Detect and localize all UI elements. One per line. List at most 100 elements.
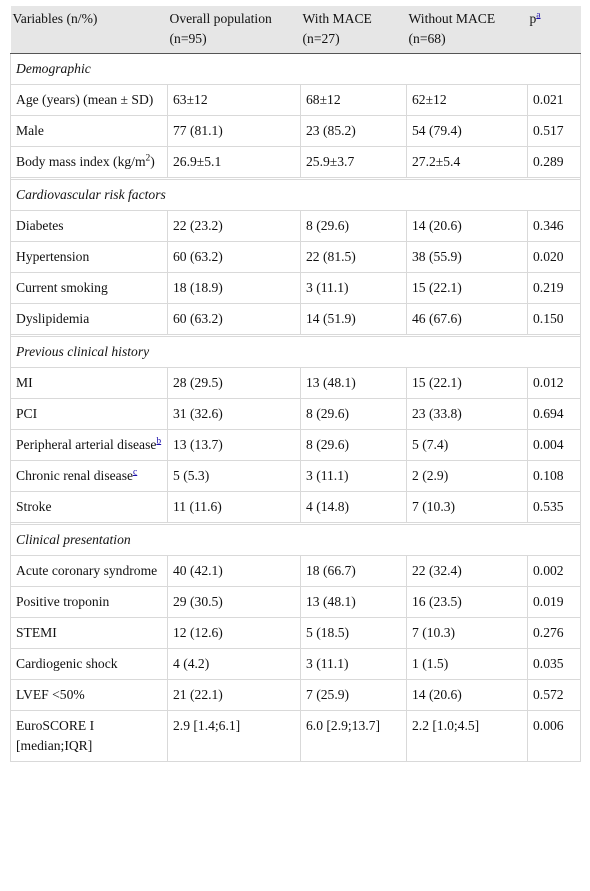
table-row: Cardiogenic shock 4 (4.2) 3 (11.1) 1 (1.5) 0… bbox=[10, 648, 581, 680]
variable-label-text: Hypertension bbox=[16, 249, 90, 264]
variable-label-text: Male bbox=[16, 123, 44, 138]
without-mace-value: 7 (10.3) bbox=[406, 617, 528, 649]
overall-value: 11 (11.6) bbox=[167, 491, 301, 523]
p-value: 0.572 bbox=[527, 679, 581, 711]
table-row: STEMI 12 (12.6) 5 (18.5) 7 (10.3) 0.276 bbox=[10, 617, 581, 649]
table-row: Dyslipidemia 60 (63.2) 14 (51.9) 46 (67.6) 0… bbox=[10, 303, 581, 335]
table-row: Current smoking 18 (18.9) 3 (11.1) 15 (22.1… bbox=[10, 272, 581, 304]
section-title: Previous clinical history bbox=[10, 336, 581, 368]
p-value: 0.002 bbox=[527, 555, 581, 587]
table-row: LVEF <50% 21 (22.1) 7 (25.9) 14 (20.6) 0.572 bbox=[10, 679, 581, 711]
without-mace-value: 38 (55.9) bbox=[406, 241, 528, 273]
variable-label: MI bbox=[10, 367, 168, 399]
overall-value: 13 (13.7) bbox=[167, 429, 301, 461]
p-value: 0.020 bbox=[527, 241, 581, 273]
column-header-overall: Overall population (n=95) bbox=[167, 6, 301, 54]
section-spacer bbox=[10, 177, 581, 180]
p-value: 0.694 bbox=[527, 398, 581, 430]
table-body: Demographic Age (years) (mean ± SD) 63±12 6… bbox=[10, 53, 581, 762]
without-mace-value: 1 (1.5) bbox=[406, 648, 528, 680]
variable-label: Peripheral arterial diseaseb bbox=[10, 429, 168, 461]
with-mace-value: 25.9±3.7 bbox=[300, 146, 407, 178]
superscript: 2 bbox=[145, 153, 151, 164]
section-header-row: Previous clinical history bbox=[10, 336, 581, 368]
variable-label: Stroke bbox=[10, 491, 168, 523]
variable-label-text: Dyslipidemia bbox=[16, 311, 90, 326]
with-mace-value: 7 (25.9) bbox=[300, 679, 407, 711]
p-value: 0.289 bbox=[527, 146, 581, 178]
table-row: PCI 31 (32.6) 8 (29.6) 23 (33.8) 0.694 bbox=[10, 398, 581, 430]
without-mace-value: 62±12 bbox=[406, 84, 528, 116]
variable-label-text: PCI bbox=[16, 406, 38, 421]
p-value: 0.276 bbox=[527, 617, 581, 649]
overall-value: 28 (29.5) bbox=[167, 367, 301, 399]
without-mace-value: 54 (79.4) bbox=[406, 115, 528, 147]
with-mace-value: 3 (11.1) bbox=[300, 272, 407, 304]
variable-label-text: Acute coronary syndrome bbox=[16, 563, 158, 578]
footnote-link-a[interactable]: a bbox=[536, 10, 541, 21]
without-mace-value: 14 (20.6) bbox=[406, 210, 528, 242]
without-mace-value: 2.2 [1.0;4.5] bbox=[406, 710, 528, 762]
with-mace-value: 8 (29.6) bbox=[300, 210, 407, 242]
variable-label: Acute coronary syndrome bbox=[10, 555, 168, 587]
without-mace-value: 5 (7.4) bbox=[406, 429, 528, 461]
section-title: Clinical presentation bbox=[10, 524, 581, 556]
table-row: Stroke 11 (11.6) 4 (14.8) 7 (10.3) 0.535 bbox=[10, 491, 581, 523]
without-mace-value: 22 (32.4) bbox=[406, 555, 528, 587]
footnote-link-c[interactable]: c bbox=[133, 467, 138, 478]
variable-label-text: EuroSCORE I [median;IQR] bbox=[16, 718, 95, 753]
table-row: Hypertension 60 (63.2) 22 (81.5) 38 (55.9) 0… bbox=[10, 241, 581, 273]
p-value: 0.035 bbox=[527, 648, 581, 680]
p-value: 0.219 bbox=[527, 272, 581, 304]
variable-label-text: Stroke bbox=[16, 499, 52, 514]
overall-value: 29 (30.5) bbox=[167, 586, 301, 618]
table-row: Body mass index (kg/m2) 26.9±5.1 25.9±3.7 2… bbox=[10, 146, 581, 178]
variable-label: Positive troponin bbox=[10, 586, 168, 618]
table-row: Age (years) (mean ± SD) 63±12 68±12 62±12 0.… bbox=[10, 84, 581, 116]
p-value: 0.021 bbox=[527, 84, 581, 116]
p-value: 0.108 bbox=[527, 460, 581, 492]
variable-label-text: STEMI bbox=[16, 625, 57, 640]
with-mace-value: 4 (14.8) bbox=[300, 491, 407, 523]
variable-label-suffix: ) bbox=[150, 154, 155, 169]
p-label: p bbox=[529, 11, 537, 26]
overall-value: 22 (23.2) bbox=[167, 210, 301, 242]
table-row: Chronic renal diseasec 5 (5.3) 3 (11.1) 2 (… bbox=[10, 460, 581, 492]
with-mace-value: 68±12 bbox=[300, 84, 407, 116]
without-mace-value: 23 (33.8) bbox=[406, 398, 528, 430]
p-value: 0.019 bbox=[527, 586, 581, 618]
overall-value: 31 (32.6) bbox=[167, 398, 301, 430]
overall-value: 12 (12.6) bbox=[167, 617, 301, 649]
footnote-link-b[interactable]: b bbox=[156, 436, 162, 447]
variable-label: Current smoking bbox=[10, 272, 168, 304]
overall-value: 77 (81.1) bbox=[167, 115, 301, 147]
overall-value: 2.9 [1.4;6.1] bbox=[167, 710, 301, 762]
without-mace-value: 27.2±5.4 bbox=[406, 146, 528, 178]
column-header-without-mace: Without MACE (n=68) bbox=[406, 6, 528, 54]
with-mace-value: 3 (11.1) bbox=[300, 460, 407, 492]
variable-label-text: Diabetes bbox=[16, 218, 64, 233]
p-value: 0.535 bbox=[527, 491, 581, 523]
section-spacer bbox=[10, 522, 581, 525]
variable-label: Hypertension bbox=[10, 241, 168, 273]
p-value: 0.150 bbox=[527, 303, 581, 335]
with-mace-value: 5 (18.5) bbox=[300, 617, 407, 649]
table-row: MI 28 (29.5) 13 (48.1) 15 (22.1) 0.012 bbox=[10, 367, 581, 399]
without-mace-value: 14 (20.6) bbox=[406, 679, 528, 711]
p-value: 0.346 bbox=[527, 210, 581, 242]
with-mace-value: 18 (66.7) bbox=[300, 555, 407, 587]
without-mace-value: 7 (10.3) bbox=[406, 491, 528, 523]
overall-value: 21 (22.1) bbox=[167, 679, 301, 711]
with-mace-value: 3 (11.1) bbox=[300, 648, 407, 680]
with-mace-value: 22 (81.5) bbox=[300, 241, 407, 273]
without-mace-value: 16 (23.5) bbox=[406, 586, 528, 618]
variable-label: Diabetes bbox=[10, 210, 168, 242]
variable-label: Body mass index (kg/m2) bbox=[10, 146, 168, 178]
section-spacer bbox=[10, 334, 581, 337]
spacer-cell bbox=[10, 177, 581, 180]
section-header-row: Demographic bbox=[10, 53, 581, 85]
with-mace-value: 13 (48.1) bbox=[300, 367, 407, 399]
overall-value: 18 (18.9) bbox=[167, 272, 301, 304]
table-row: Positive troponin 29 (30.5) 13 (48.1) 16 (2… bbox=[10, 586, 581, 618]
overall-value: 63±12 bbox=[167, 84, 301, 116]
